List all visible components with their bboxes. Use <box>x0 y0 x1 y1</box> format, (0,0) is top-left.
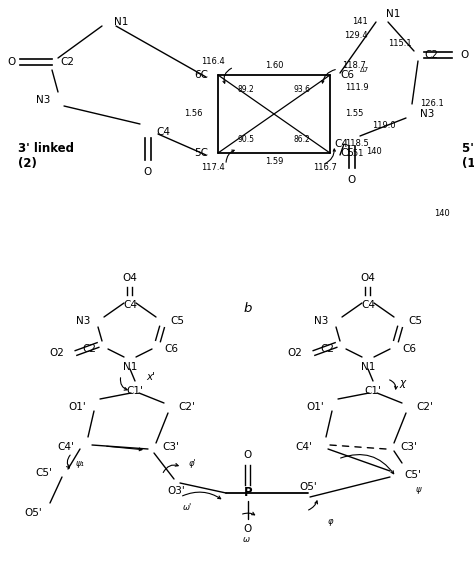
Text: Δ7: Δ7 <box>360 67 369 73</box>
Text: 140: 140 <box>434 209 450 218</box>
Text: 1.56: 1.56 <box>184 109 203 118</box>
Text: C1': C1' <box>365 386 382 396</box>
Text: N1: N1 <box>114 17 128 27</box>
Text: 93.6: 93.6 <box>293 85 310 93</box>
Text: C2: C2 <box>82 344 96 354</box>
Text: 3' linked: 3' linked <box>18 141 74 154</box>
Text: 5' linked: 5' linked <box>462 141 474 154</box>
Text: 118.5: 118.5 <box>345 138 369 148</box>
Text: 118.7: 118.7 <box>342 61 366 70</box>
Text: 141: 141 <box>352 18 368 26</box>
Text: O4: O4 <box>361 273 375 283</box>
Text: C5: C5 <box>408 316 422 326</box>
Text: C4': C4' <box>57 442 74 452</box>
Text: 1.51: 1.51 <box>345 149 364 157</box>
Text: N3: N3 <box>314 316 328 326</box>
Text: N1: N1 <box>123 362 137 372</box>
Text: C4: C4 <box>123 300 137 310</box>
Text: C6: C6 <box>164 344 178 354</box>
Text: 90.5: 90.5 <box>237 134 255 144</box>
Text: C5': C5' <box>404 470 421 480</box>
Text: N1: N1 <box>361 362 375 372</box>
Text: (1): (1) <box>462 157 474 169</box>
Text: φ': φ' <box>188 459 196 467</box>
Text: C5: C5 <box>340 148 354 158</box>
Text: C2': C2' <box>416 402 433 412</box>
Text: 111.9: 111.9 <box>345 82 369 92</box>
Text: O: O <box>144 167 152 177</box>
Text: O2: O2 <box>287 348 302 358</box>
Text: ω': ω' <box>183 502 192 511</box>
Text: N3: N3 <box>36 95 50 105</box>
Text: 116.7: 116.7 <box>313 162 337 172</box>
Text: C6: C6 <box>340 70 354 80</box>
Text: 1.59: 1.59 <box>265 157 283 166</box>
Text: O1': O1' <box>68 402 86 412</box>
Text: 1.60: 1.60 <box>265 62 283 70</box>
Text: χ: χ <box>400 378 406 388</box>
Text: C3': C3' <box>400 442 417 452</box>
Text: C2: C2 <box>320 344 334 354</box>
Text: (2): (2) <box>18 157 37 169</box>
Text: N3: N3 <box>420 109 434 119</box>
Text: ψ₁: ψ₁ <box>75 459 84 467</box>
Text: C4: C4 <box>361 300 375 310</box>
Text: ψ: ψ <box>415 484 421 494</box>
Text: O: O <box>460 50 468 60</box>
Text: P: P <box>244 487 252 499</box>
Text: 86.2: 86.2 <box>293 134 310 144</box>
Text: O1': O1' <box>306 402 324 412</box>
Text: O4: O4 <box>123 273 137 283</box>
Text: 5C: 5C <box>194 148 208 158</box>
Text: O5': O5' <box>24 508 42 518</box>
Text: O: O <box>8 57 16 67</box>
Text: C4: C4 <box>334 139 348 149</box>
Text: 1.55: 1.55 <box>345 109 364 118</box>
Text: C4': C4' <box>295 442 312 452</box>
Text: 140: 140 <box>366 148 382 157</box>
Text: 116.4: 116.4 <box>201 58 225 66</box>
Text: x': x' <box>146 372 155 382</box>
Text: N3: N3 <box>76 316 90 326</box>
Text: 115.1: 115.1 <box>388 38 412 47</box>
Text: 89.2: 89.2 <box>237 85 255 93</box>
Text: b: b <box>244 301 252 315</box>
Text: N1: N1 <box>386 9 401 19</box>
Text: 119.0: 119.0 <box>373 121 396 130</box>
Text: 129.4: 129.4 <box>345 31 368 41</box>
Text: C5: C5 <box>170 316 184 326</box>
Text: O3': O3' <box>167 486 185 496</box>
Text: O: O <box>244 450 252 460</box>
Text: 117.4: 117.4 <box>201 162 225 172</box>
Text: C6: C6 <box>402 344 416 354</box>
Text: O2: O2 <box>49 348 64 358</box>
Text: C2: C2 <box>60 57 74 67</box>
Text: O5': O5' <box>299 482 317 492</box>
Text: ω: ω <box>243 534 249 543</box>
Text: C2': C2' <box>178 402 195 412</box>
Text: O: O <box>244 524 252 534</box>
Text: 126.1: 126.1 <box>420 100 444 109</box>
Text: C4: C4 <box>156 127 170 137</box>
Text: φ: φ <box>327 517 333 526</box>
Text: C3': C3' <box>162 442 179 452</box>
Text: 6C: 6C <box>194 70 208 80</box>
Text: C2: C2 <box>424 50 438 60</box>
Text: O: O <box>348 175 356 185</box>
Text: C1': C1' <box>127 386 144 396</box>
Text: C5': C5' <box>35 468 52 478</box>
